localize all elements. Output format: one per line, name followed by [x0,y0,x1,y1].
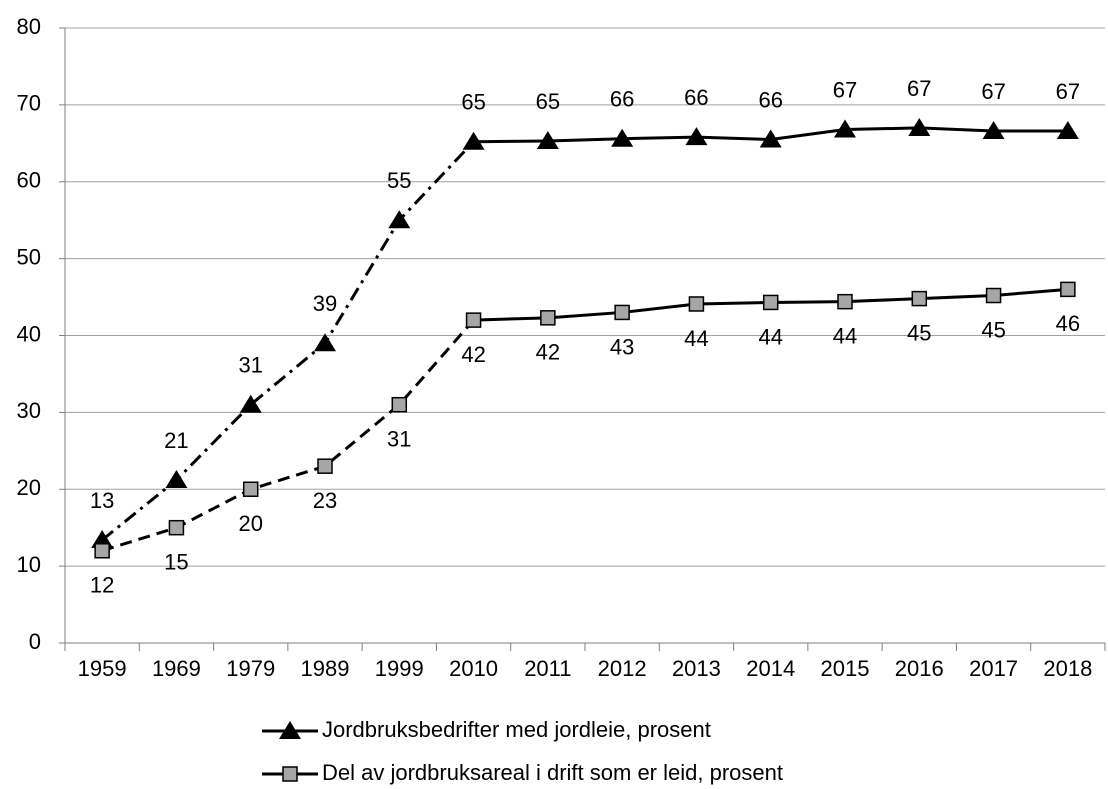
data-label: 45 [981,317,1005,342]
marker [391,396,408,413]
marker [540,310,556,326]
marker [536,131,559,150]
y-tick-label: 50 [17,244,41,269]
marker [1060,281,1076,298]
y-tick-label: 60 [17,168,41,193]
x-tick-label: 1989 [301,656,350,681]
marker [759,129,782,148]
y-tick-label: 70 [17,91,41,116]
data-label: 44 [833,323,857,348]
data-label: 46 [1056,311,1080,336]
marker [168,519,185,536]
marker [462,131,485,150]
y-tick-label: 30 [17,398,41,423]
marker [762,294,779,311]
marker [911,290,928,307]
data-label: 31 [387,427,411,452]
line [101,140,475,542]
data-label: 65 [461,90,485,115]
marker [465,312,482,328]
data-label: 43 [610,334,634,359]
marker [834,119,856,138]
marker [242,481,259,497]
marker [314,333,336,352]
data-label: 23 [313,488,337,513]
x-tick-label: 2016 [895,656,944,681]
marker [688,296,705,312]
data-label: 44 [684,326,708,351]
x-tick-label: 1969 [152,656,201,681]
x-tick-label: 1999 [375,656,424,681]
data-label: 39 [313,291,337,316]
x-tick-label: 2012 [598,656,647,681]
data-label: 66 [684,85,708,110]
marker [239,394,262,413]
data-label: 66 [610,87,634,112]
data-label: 45 [907,320,931,345]
data-label: 20 [238,511,262,536]
data-label: 67 [981,79,1005,104]
x-tick-label: 2011 [524,656,571,681]
x-tick-label: 1979 [226,656,275,681]
data-label: 67 [1056,79,1080,104]
marker [388,210,411,229]
y-tick-label: 20 [17,475,41,500]
data-label: 13 [90,488,114,513]
marker [611,128,634,147]
data-label: 12 [90,573,114,598]
marker [837,293,853,310]
data-label: 21 [164,428,188,453]
x-tick-label: 1959 [78,656,127,681]
marker [614,304,630,321]
legend-label: Jordbruksbedrifter med jordleie, prosent [322,717,711,742]
data-label: 65 [536,89,560,114]
line [101,319,475,553]
x-tick-label: 2017 [969,656,1018,681]
y-tick-label: 40 [17,321,41,346]
marker [982,121,1005,140]
data-label: 66 [758,87,782,112]
data-label: 67 [907,76,931,101]
legend-label: Del av jordbruksareal i drift som er lei… [322,760,783,785]
y-tick-label: 0 [29,629,41,654]
data-label: 67 [833,77,857,102]
marker [1056,121,1079,140]
x-tick-label: 2015 [821,656,870,681]
x-tick-label: 2013 [672,656,721,681]
data-label: 42 [461,342,485,367]
marker [165,470,188,489]
marker [94,543,110,559]
y-tick-label: 10 [17,552,41,577]
x-tick-label: 2018 [1043,656,1092,681]
data-label: 31 [238,353,262,378]
marker [685,127,708,146]
data-label: 44 [758,324,782,349]
x-tick-label: 2014 [746,656,795,681]
data-label: 55 [387,168,411,193]
marker [908,117,931,136]
marker [317,458,333,474]
legend-marker [282,766,298,782]
data-label: 15 [164,550,188,575]
x-tick-label: 2010 [449,656,498,681]
y-tick-label: 80 [17,14,41,39]
marker [985,287,1002,304]
legend-marker [279,721,301,739]
data-label: 42 [536,340,560,365]
